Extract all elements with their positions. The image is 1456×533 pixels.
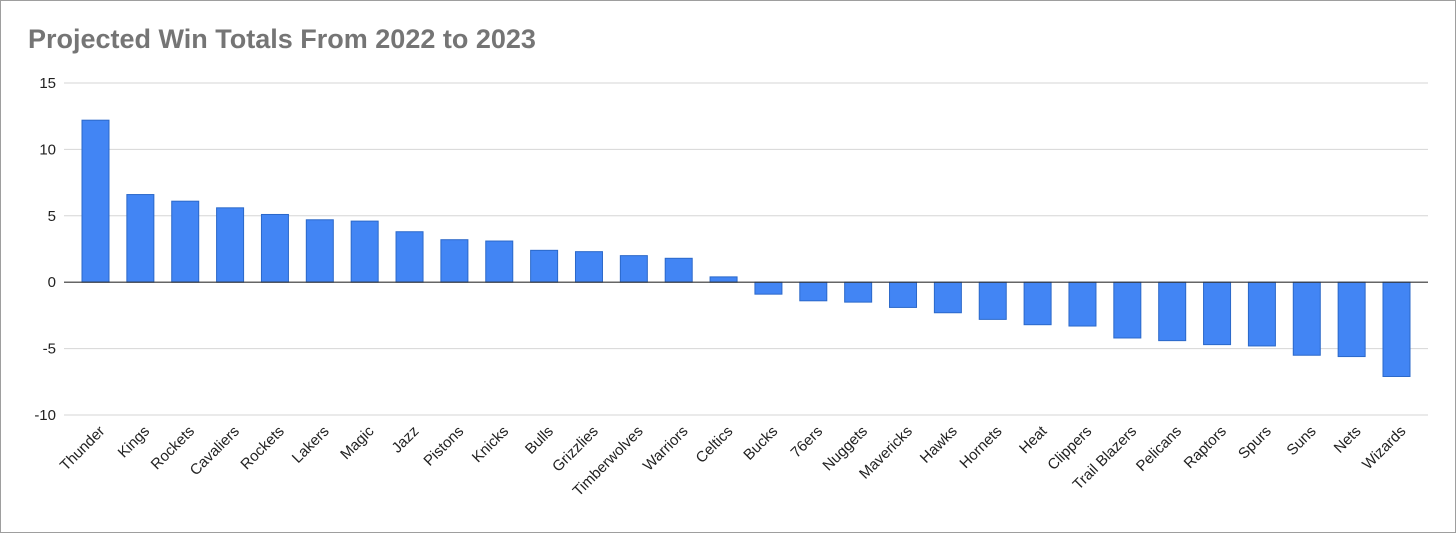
bar [1247, 281, 1276, 347]
x-tick-label: Pelicans [1133, 423, 1185, 475]
bar [619, 255, 648, 283]
bar [933, 281, 962, 314]
bar [440, 239, 469, 283]
x-tick-label: Rockets [237, 423, 287, 473]
bar [889, 281, 918, 308]
x-tick-label: Spurs [1235, 423, 1275, 463]
bar [754, 281, 783, 295]
x-tick-label: Thunder [57, 423, 109, 475]
x-tick-label: Hornets [956, 423, 1005, 472]
y-tick-label: 0 [48, 274, 56, 291]
y-tick-label: -5 [43, 341, 56, 358]
bar [350, 220, 379, 283]
x-tick-label: Cavaliers [187, 423, 243, 479]
bar [574, 251, 603, 283]
y-axis-ticks: 15 10 5 0 -5 -10 [34, 75, 56, 424]
bar [664, 257, 693, 283]
bar [1158, 281, 1187, 342]
bar [126, 194, 155, 283]
x-tick-label: Celtics [693, 423, 737, 467]
gridlines [64, 82, 1428, 416]
bar [844, 281, 873, 303]
bar [485, 240, 514, 283]
x-tick-label: 76ers [788, 423, 827, 462]
bar [978, 281, 1007, 320]
x-tick-label: Kings [115, 423, 154, 462]
y-tick-label: 5 [48, 208, 56, 225]
y-tick-label: -10 [34, 407, 56, 424]
x-tick-label: Bucks [740, 423, 781, 464]
x-tick-label: Knicks [469, 423, 512, 466]
y-tick-label: 10 [39, 141, 56, 158]
chart-title: Projected Win Totals From 2022 to 2023 [28, 24, 536, 54]
bars [81, 119, 1411, 377]
x-tick-label: Hawks [917, 423, 961, 467]
bar [1113, 281, 1142, 339]
bar [81, 119, 110, 283]
bar [1382, 281, 1411, 377]
x-tick-label: Jazz [389, 423, 423, 457]
x-tick-label: Warriors [640, 423, 692, 475]
bar [1203, 281, 1232, 346]
bar [530, 249, 559, 283]
x-tick-label: Bulls [522, 423, 557, 458]
x-tick-label: Magic [337, 422, 378, 463]
bar [1023, 281, 1052, 326]
bar [171, 200, 200, 283]
x-tick-label: Pistons [420, 423, 467, 470]
bar [216, 207, 245, 283]
bar [799, 281, 828, 302]
x-tick-label: Nets [1331, 423, 1365, 457]
bar [1337, 281, 1366, 358]
bar [260, 213, 289, 283]
x-tick-label: Heat [1016, 422, 1051, 457]
bar [305, 219, 334, 283]
bar [395, 231, 424, 283]
x-tick-label: Raptors [1181, 423, 1230, 472]
x-tick-label: Wizards [1359, 423, 1409, 473]
x-tick-label: Suns [1283, 423, 1319, 459]
bar [709, 276, 738, 283]
bar [1292, 281, 1321, 356]
bar [1068, 281, 1097, 327]
y-tick-label: 15 [39, 75, 56, 92]
x-tick-label: Lakers [289, 423, 333, 467]
